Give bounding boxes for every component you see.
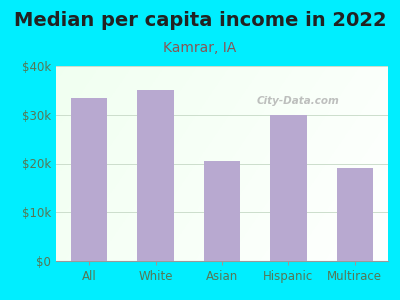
Bar xyxy=(71,98,108,261)
Text: City-Data.com: City-Data.com xyxy=(257,96,340,106)
Text: Kamrar, IA: Kamrar, IA xyxy=(163,41,237,55)
Bar xyxy=(336,168,373,261)
Bar xyxy=(137,90,174,261)
Bar xyxy=(270,115,307,261)
Bar xyxy=(204,161,240,261)
Text: Median per capita income in 2022: Median per capita income in 2022 xyxy=(14,11,386,31)
